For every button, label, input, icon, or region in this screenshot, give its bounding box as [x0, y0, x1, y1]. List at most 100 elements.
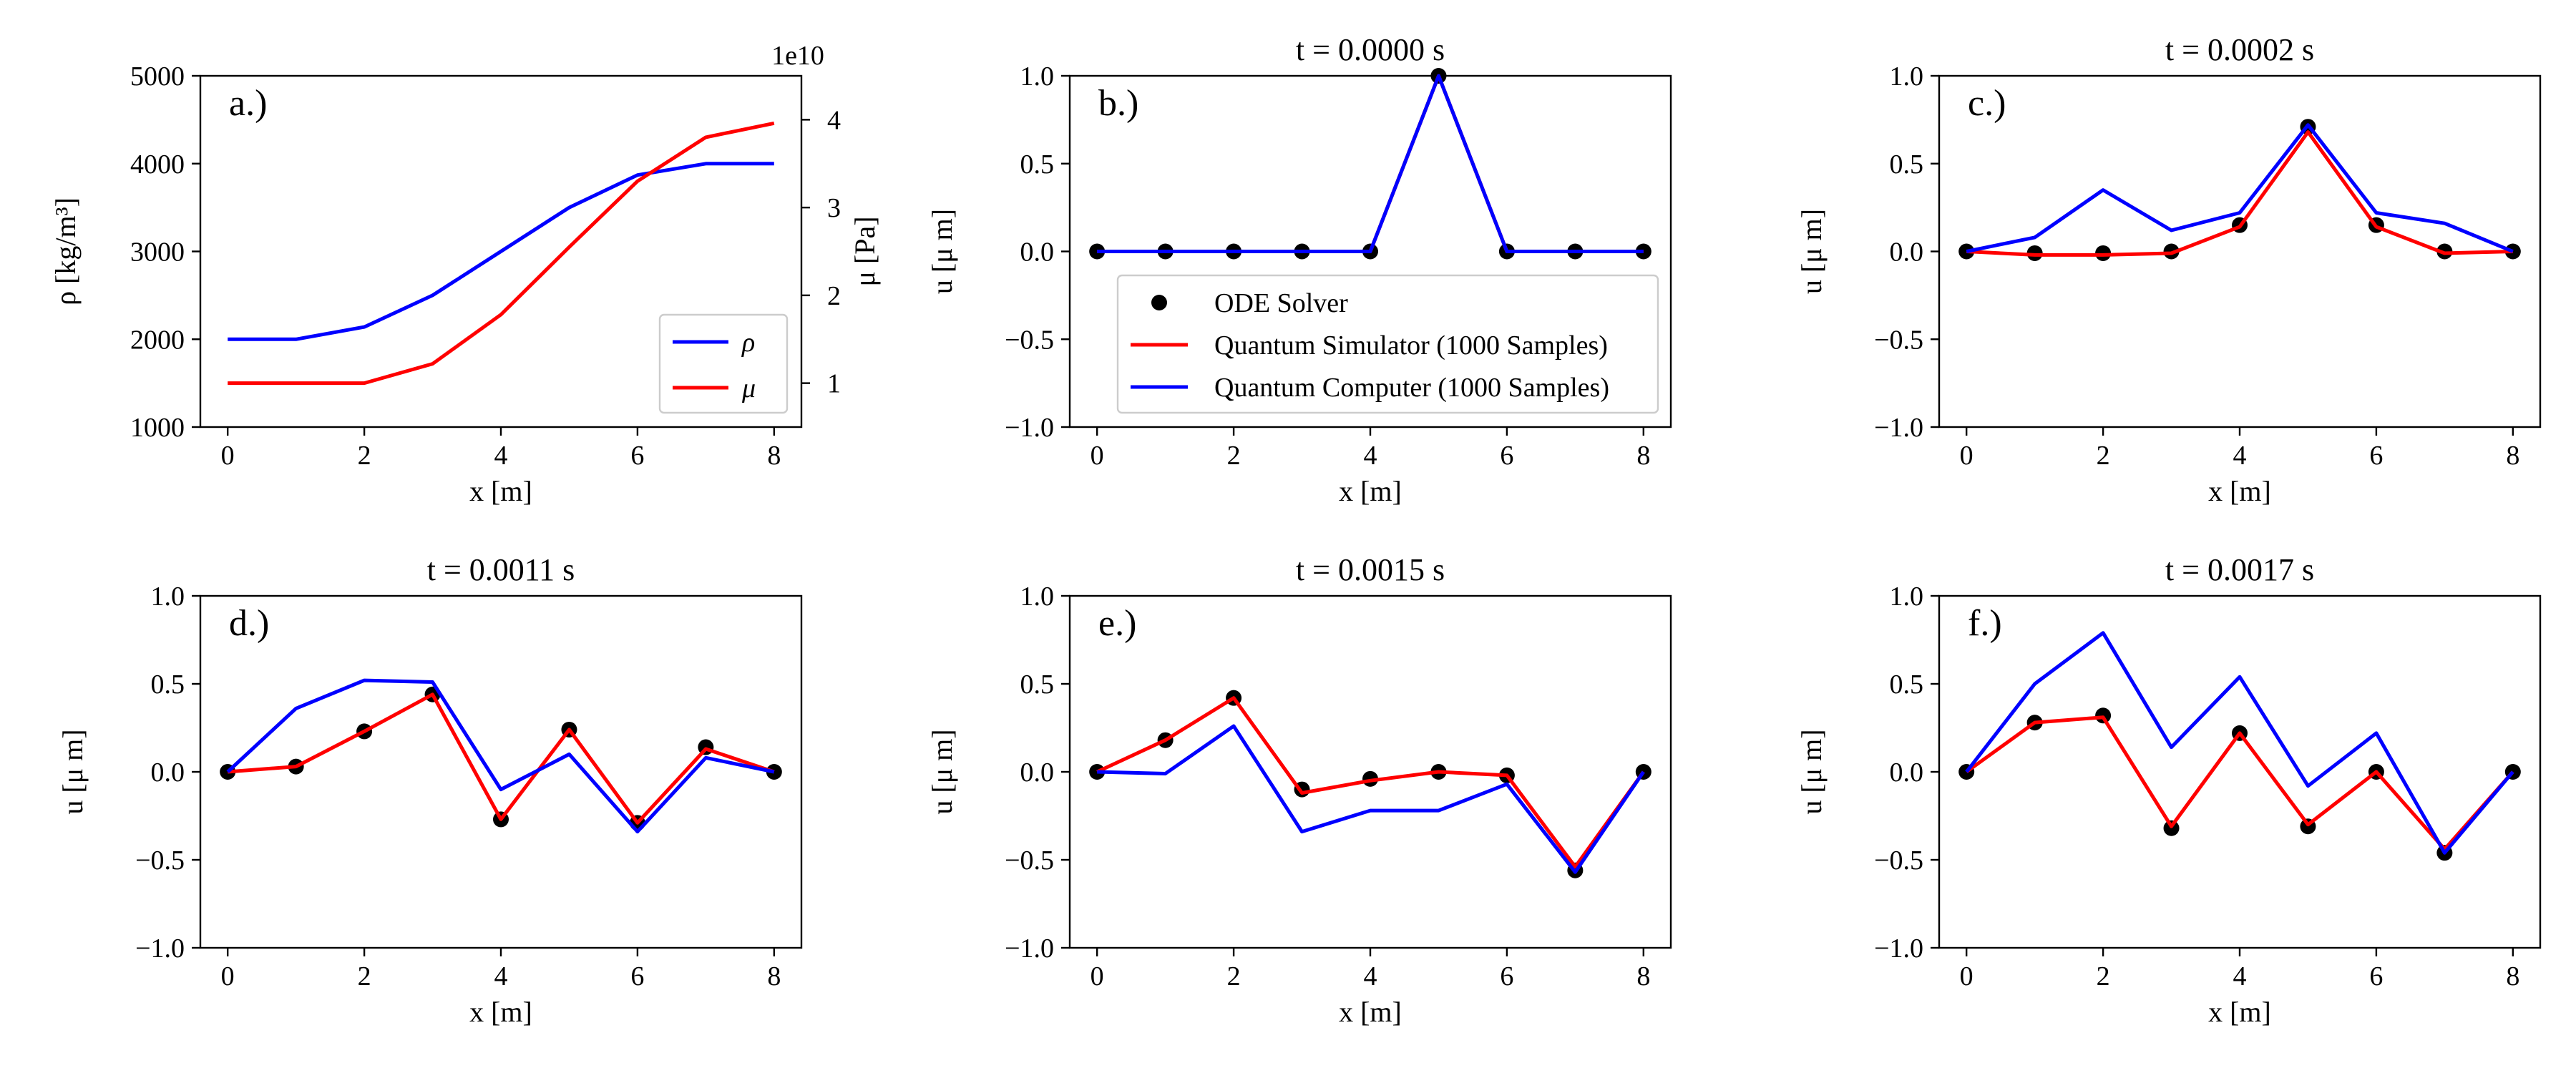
legend-marker [1151, 295, 1167, 310]
x-tick-label: 6 [2369, 961, 2383, 991]
y-tick-label: 1.0 [1890, 62, 1924, 92]
panel-a: 0 2 4 6 8 x [m] 1000 2000 3000 4000 5000 ρ [kg/m³] 1… [49, 41, 881, 507]
ode-solver-point [766, 764, 782, 780]
quantum-computer-line [1097, 724, 1645, 874]
y-axis-label: u [μ m] [926, 729, 958, 814]
quantum-computer-line [226, 678, 775, 834]
quantum-simulator-line [1096, 696, 1645, 869]
y-tick-label: 0.5 [1890, 150, 1924, 180]
y-tick-label: 0.0 [1020, 758, 1055, 788]
y-axis-label: u [μ m] [1795, 729, 1828, 814]
y-tick-label: 3000 [130, 237, 185, 268]
x-tick-label: 2 [1227, 961, 1241, 991]
x-tick-label: 4 [1364, 441, 1377, 471]
panel-label: c.) [1968, 83, 2006, 124]
y-axis-label-left: ρ [kg/m³] [49, 197, 82, 305]
x-tick-label: 2 [2097, 961, 2110, 991]
panel-label: a.) [229, 83, 267, 124]
x-tick-label: 6 [630, 441, 644, 471]
x-tick-label: 0 [1091, 961, 1104, 991]
y-tick-label: 0.0 [1890, 758, 1924, 788]
legend-entry: Quantum Computer (1000 Samples) [1214, 373, 1609, 403]
x-tick-label: 8 [767, 961, 781, 991]
mu-line [228, 121, 775, 386]
panel-label: d.) [229, 603, 269, 644]
y-tick-label: 0.5 [151, 670, 185, 700]
y-tick-label: 4000 [130, 150, 185, 180]
chart-title: t = 0.0015 s [1296, 552, 1445, 587]
panel-c: 0 2 4 6 8 x [m] −1.0 −0.5 0.0 0.5 1.0 u [μ m] t = 0.… [1795, 32, 2542, 507]
y-tick-label: 1000 [130, 413, 185, 443]
panel-label: e.) [1098, 603, 1136, 644]
panel-label: f.) [1968, 603, 2002, 644]
y-tick-label: 0.0 [1020, 237, 1055, 268]
x-tick-label: 8 [1636, 441, 1650, 471]
x-tick-label: 4 [494, 961, 508, 991]
y-tick-label: −0.5 [1874, 846, 1923, 876]
y-right-tick-label: 3 [827, 193, 841, 223]
y-tick-label: 0.5 [1890, 670, 1924, 700]
x-tick-label: 4 [2233, 961, 2247, 991]
x-tick-label: 0 [1960, 961, 1974, 991]
x-tick-label: 0 [221, 961, 235, 991]
quantum-simulator-line [228, 692, 775, 825]
x-tick-label: 8 [2506, 961, 2519, 991]
quantum-computer-line [1965, 631, 2514, 855]
y-tick-label: 1.0 [1020, 582, 1055, 612]
x-tick-label: 2 [2097, 441, 2110, 471]
y-right-tick-label: 1 [827, 369, 841, 399]
x-tick-label: 8 [2506, 441, 2519, 471]
y-tick-label: −1.0 [1005, 413, 1054, 443]
x-axis-label: x [m] [2208, 475, 2271, 507]
chart-title: t = 0.0002 s [2165, 32, 2314, 67]
x-tick-label: 8 [1636, 961, 1650, 991]
rho-line [228, 162, 774, 341]
chart-title: t = 0.0000 s [1296, 32, 1445, 67]
x-tick-label: 6 [2369, 441, 2383, 471]
axes-frame [1938, 594, 2542, 949]
panel-label: b.) [1098, 83, 1138, 124]
y-tick-label: 1.0 [151, 582, 185, 612]
y-right-offset-label: 1e10 [771, 41, 824, 71]
y-axis-label: u [μ m] [1795, 209, 1828, 294]
x-tick-label: 2 [358, 961, 371, 991]
x-tick-label: 0 [1091, 441, 1104, 471]
y-tick-label: −0.5 [1005, 846, 1054, 876]
x-tick-label: 8 [767, 441, 781, 471]
x-axis-label: x [m] [469, 475, 532, 507]
ode-solver-point [1635, 243, 1652, 260]
quantum-computer-line [1966, 123, 2514, 253]
y-tick-label: 1.0 [1020, 62, 1055, 92]
x-tick-label: 0 [221, 441, 235, 471]
y-tick-label: 5000 [130, 62, 185, 92]
legend-entry: Quantum Simulator (1000 Samples) [1214, 330, 1608, 361]
y-axis-label: u [μ m] [926, 209, 958, 294]
x-axis-label: x [m] [469, 996, 532, 1028]
ode-solver-point [1958, 243, 1975, 260]
panel-d: 0 2 4 6 8 x [m] −1.0 −0.5 0.0 0.5 1.0 u [μ m] t = 0.… [57, 552, 803, 1028]
x-tick-label: 6 [1500, 961, 1513, 991]
y-axis-label: u [μ m] [57, 729, 89, 814]
x-axis-label: x [m] [2208, 996, 2271, 1028]
y-tick-label: −0.5 [1874, 325, 1923, 355]
x-tick-label: 4 [2233, 441, 2247, 471]
y-tick-label: −1.0 [135, 934, 185, 964]
y-tick-label: −1.0 [1005, 934, 1054, 964]
y-axis-label-right: μ [Pa] [849, 216, 881, 286]
legend-box [1116, 274, 1659, 414]
legend-entry: ρ [741, 328, 755, 358]
ode-solver-point [2504, 243, 2521, 260]
y-tick-label: −0.5 [1005, 325, 1054, 355]
chart-title: t = 0.0017 s [2165, 552, 2314, 587]
y-right-tick-label: 4 [827, 105, 841, 135]
quantum-computer-line [1097, 74, 1644, 253]
y-tick-label: −1.0 [1874, 934, 1923, 964]
x-tick-label: 2 [1227, 441, 1241, 471]
y-tick-label: 0.0 [1890, 237, 1924, 268]
legend-box [658, 313, 789, 414]
y-tick-label: −0.5 [135, 846, 185, 876]
x-tick-label: 4 [494, 441, 508, 471]
y-tick-label: −1.0 [1874, 413, 1923, 443]
quantum-simulator-line [1097, 74, 1644, 253]
